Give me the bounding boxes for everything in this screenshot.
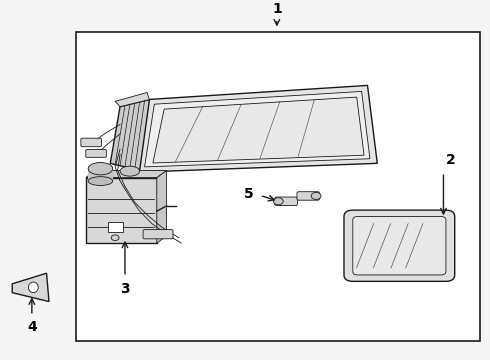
Polygon shape [12, 273, 49, 302]
Polygon shape [157, 170, 167, 243]
Polygon shape [137, 85, 377, 172]
Ellipse shape [88, 177, 113, 185]
FancyBboxPatch shape [353, 216, 446, 275]
Text: 5: 5 [244, 187, 254, 201]
FancyBboxPatch shape [81, 138, 101, 147]
Circle shape [111, 235, 119, 240]
Bar [76, 32, 480, 341]
Polygon shape [145, 91, 370, 167]
FancyBboxPatch shape [143, 230, 173, 239]
Polygon shape [86, 170, 167, 177]
Ellipse shape [120, 166, 140, 176]
Polygon shape [115, 93, 149, 107]
FancyBboxPatch shape [297, 192, 319, 200]
FancyBboxPatch shape [86, 149, 106, 157]
FancyBboxPatch shape [344, 210, 455, 282]
Ellipse shape [28, 282, 38, 293]
FancyBboxPatch shape [275, 197, 297, 206]
Text: 4: 4 [27, 320, 37, 334]
Bar [108, 222, 122, 233]
Circle shape [273, 198, 283, 205]
Polygon shape [110, 100, 149, 170]
Bar [88, 167, 113, 181]
Polygon shape [153, 97, 364, 163]
Text: 3: 3 [120, 282, 130, 296]
Text: 1: 1 [272, 2, 282, 16]
Bar [86, 177, 157, 243]
Text: 2: 2 [446, 153, 456, 167]
Circle shape [311, 192, 321, 199]
Ellipse shape [88, 162, 113, 175]
